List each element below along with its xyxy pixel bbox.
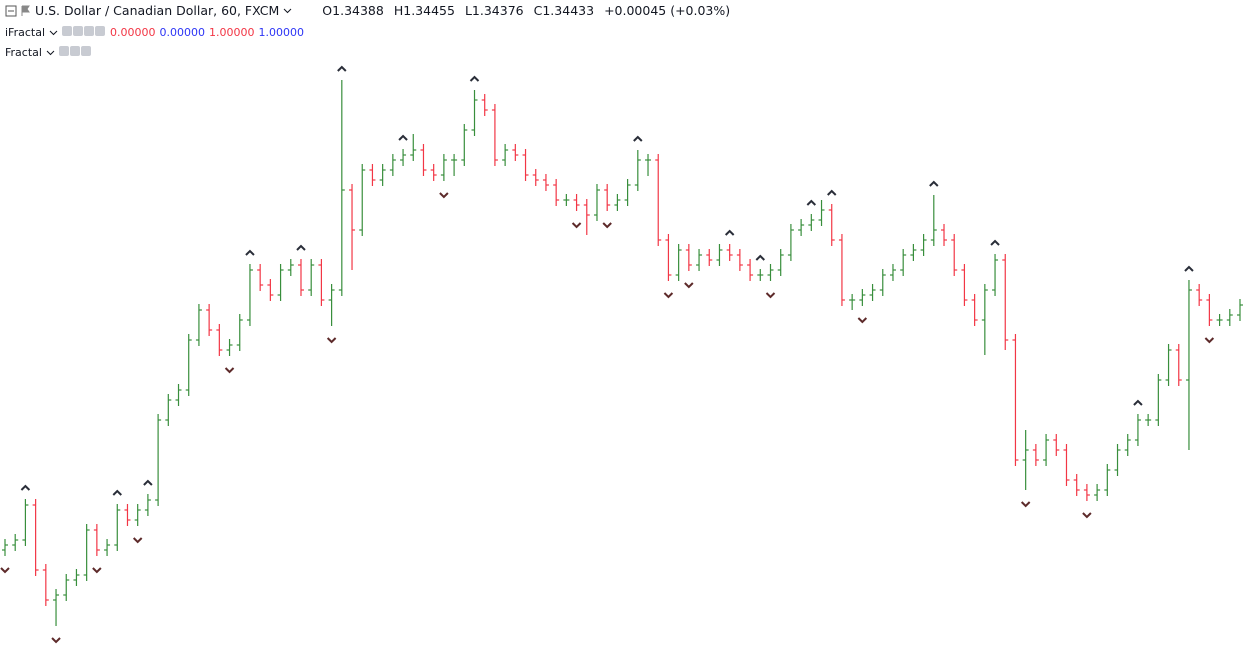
fractal-down bbox=[132, 537, 143, 544]
fractal-up bbox=[143, 479, 153, 486]
indicator-value: 1.00000 bbox=[209, 26, 255, 39]
fractal-up bbox=[469, 75, 480, 82]
fractal-down bbox=[1082, 512, 1092, 519]
indicator-value: 0.00000 bbox=[110, 26, 156, 39]
change: +0.00045 (+0.03%) bbox=[604, 3, 731, 18]
ohlc-high: H1.34455 bbox=[393, 3, 455, 18]
fractal-up bbox=[398, 134, 408, 141]
ohlc-close: C1.34433 bbox=[533, 3, 595, 18]
dropdown-icon[interactable] bbox=[49, 29, 58, 37]
fractal-up bbox=[755, 254, 765, 261]
indicator-value: 0.00000 bbox=[159, 26, 206, 39]
fractal-down bbox=[224, 367, 235, 374]
fractal-up bbox=[112, 489, 122, 496]
fractal-up bbox=[296, 244, 306, 251]
fractal-up bbox=[929, 180, 939, 187]
fractal-down bbox=[857, 317, 868, 324]
dropdown-icon[interactable] bbox=[46, 49, 55, 57]
indicator-value: 1.00000 bbox=[258, 26, 305, 39]
indicator-name[interactable]: Fractal bbox=[5, 46, 42, 59]
ohlc-low: L1.34376 bbox=[464, 3, 524, 18]
fractal-down bbox=[684, 282, 694, 289]
fractal-down bbox=[602, 222, 612, 229]
fractal-up bbox=[245, 249, 255, 256]
fractal-down bbox=[51, 637, 61, 644]
fractal-down bbox=[1020, 501, 1031, 508]
indicator-name[interactable]: iFractal bbox=[5, 26, 46, 39]
fractal-down bbox=[571, 222, 582, 229]
fractal-up bbox=[337, 65, 347, 72]
indicator-legend: Fractal bbox=[5, 46, 92, 59]
indicator-buttons[interactable] bbox=[62, 26, 106, 39]
fractal-down bbox=[92, 567, 102, 574]
fractal-up bbox=[724, 229, 735, 236]
fractal-up bbox=[20, 484, 31, 491]
symbol-title[interactable]: U.S. Dollar / Canadian Dollar, 60, FXCM bbox=[35, 3, 280, 18]
fractal-up bbox=[1184, 265, 1194, 272]
collapse-icon[interactable] bbox=[5, 5, 17, 17]
fractal-up bbox=[1133, 399, 1143, 406]
fractal-up bbox=[806, 199, 817, 206]
fractal-down bbox=[663, 292, 674, 299]
indicator-buttons[interactable] bbox=[58, 46, 92, 59]
indicator-legend: iFractal 0.00000 0.00000 1.00000 1.00000 bbox=[5, 26, 304, 39]
fractal-down bbox=[1204, 337, 1215, 344]
fractal-down bbox=[0, 567, 10, 574]
fractal-up bbox=[990, 239, 1000, 246]
symbol-legend: U.S. Dollar / Canadian Dollar, 60, FXCM … bbox=[5, 3, 730, 18]
fractal-up bbox=[827, 189, 837, 196]
flag-icon[interactable] bbox=[21, 5, 31, 17]
fractal-up bbox=[633, 135, 643, 142]
dropdown-icon[interactable] bbox=[283, 7, 292, 15]
fractal-down bbox=[765, 292, 776, 299]
fractal-down bbox=[326, 337, 337, 344]
ohlc-open: O1.34388 bbox=[322, 3, 384, 18]
fractal-down bbox=[439, 192, 449, 199]
